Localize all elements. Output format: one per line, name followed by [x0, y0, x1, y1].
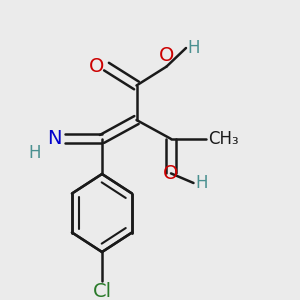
Text: CH₃: CH₃ — [208, 130, 238, 148]
Text: O: O — [89, 57, 104, 76]
Text: N: N — [48, 129, 62, 148]
Text: O: O — [163, 164, 179, 183]
Text: H: H — [195, 174, 208, 192]
Text: H: H — [188, 39, 200, 57]
Text: H: H — [28, 144, 40, 162]
Text: O: O — [159, 46, 174, 65]
Text: Cl: Cl — [92, 282, 112, 300]
